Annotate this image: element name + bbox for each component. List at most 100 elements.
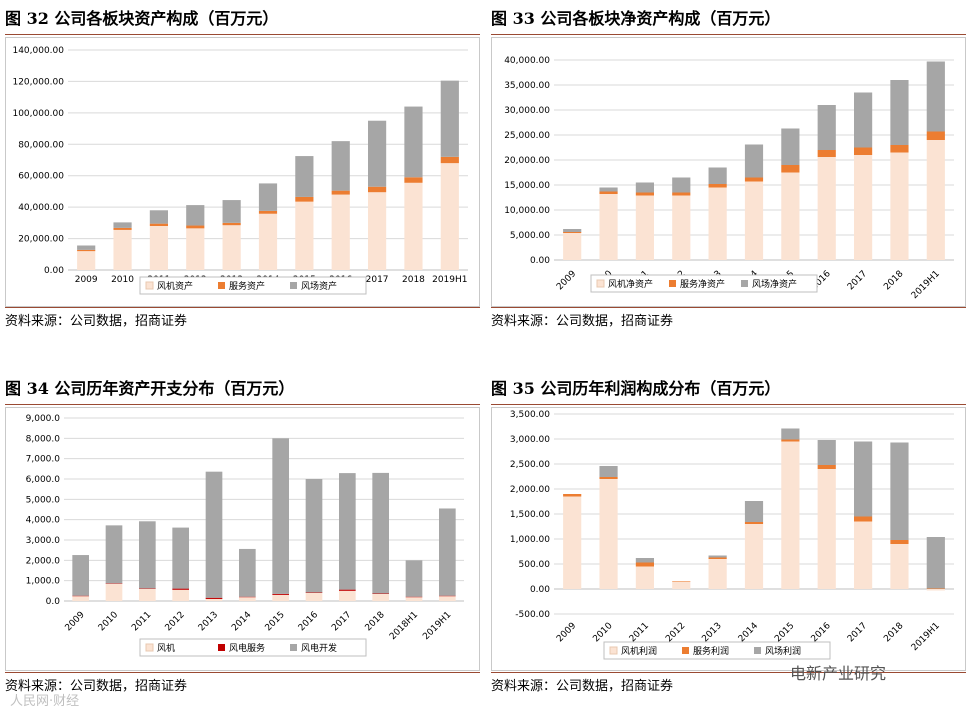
bar-segment xyxy=(708,167,727,184)
y-tick-label: 500.00 xyxy=(519,560,551,570)
bar-segment xyxy=(105,583,123,601)
chart-svg: 0.00 5,000.00 10,000.00 15,000.00 20,000.00 2… xyxy=(504,56,954,301)
bar-segment xyxy=(744,177,764,182)
bar-segment xyxy=(222,200,241,223)
bar-segment xyxy=(854,147,873,155)
chart-panel-34: 图 34 公司历年资产开支分布（百万元） 0.0 1,000.0 2,000.0 3,… xyxy=(5,376,480,706)
x-tick-label: 2015 xyxy=(264,610,287,633)
y-tick-label: 5,000.0 xyxy=(26,495,61,505)
x-tick-label: 2017 xyxy=(330,610,353,633)
y-tick-label: 3,500.00 xyxy=(510,410,550,420)
chart-svg: 0.00 20,000.00 40,000.00 60,000.00 80,000.00… xyxy=(12,46,468,295)
bar-segment xyxy=(781,441,800,589)
legend-swatch xyxy=(596,279,605,288)
bar-segment xyxy=(926,537,945,589)
bar-segment xyxy=(672,192,691,196)
x-tick-label: 2013 xyxy=(700,621,723,644)
source-note: 资料来源：公司数据，招商证券 xyxy=(491,679,674,694)
bar-segment xyxy=(563,494,582,497)
legend: 风机净资产 服务净资产 风场净资产 xyxy=(590,274,818,293)
y-tick-label: 40,000.00 xyxy=(504,56,550,66)
chart-panel-33: 图 33 公司各板块净资产构成（百万元） 0.00 5,000.00 10,000.… xyxy=(491,6,966,332)
bar-segment xyxy=(781,428,800,440)
x-tick-label: 2018H1 xyxy=(388,610,420,642)
bar-segment xyxy=(599,191,618,194)
bar-segment xyxy=(854,155,873,260)
legend-box xyxy=(603,641,831,660)
y-tick-label: 3,000.00 xyxy=(510,435,550,445)
y-tick-label: 120,000.00 xyxy=(12,77,64,87)
x-tick-label: 2017 xyxy=(846,269,869,292)
y-tick-label: 30,000.00 xyxy=(504,106,550,116)
y-tick-label: 140,000.00 xyxy=(12,46,64,56)
bar-segment xyxy=(672,195,691,260)
y-tick-label: 0.00 xyxy=(44,266,64,276)
y-tick-label: 5,000.00 xyxy=(510,231,550,241)
chart-panel-32: 图 32 公司各板块资产构成（百万元） 0.00 20,000.00 40,000.… xyxy=(5,6,480,332)
x-tick-label: 2017 xyxy=(846,621,869,644)
y-tick-label: 1,000.00 xyxy=(510,535,550,545)
bar-segment xyxy=(744,501,764,522)
bar-segment xyxy=(77,251,96,270)
bar-segment xyxy=(817,157,836,260)
bar-segment xyxy=(708,187,727,260)
bar-segment xyxy=(439,508,456,596)
bar-segment xyxy=(635,562,654,567)
bar-segment xyxy=(854,92,873,148)
x-tick-label: 2016 xyxy=(810,621,833,644)
legend-label: 风场利润 xyxy=(765,645,801,657)
y-tick-label: 35,000.00 xyxy=(504,81,550,91)
legend-swatch xyxy=(145,643,154,652)
bar-segment xyxy=(635,195,654,260)
legend-swatch xyxy=(218,644,225,651)
x-tick-label: 2010 xyxy=(111,275,134,285)
legend-label: 服务利润 xyxy=(693,645,729,657)
bar-segment xyxy=(926,61,945,132)
y-tick-label: 15,000.00 xyxy=(504,181,550,191)
bar-segment xyxy=(708,557,727,559)
bar-segment xyxy=(817,469,836,589)
legend-swatch xyxy=(682,647,689,654)
bar-segment xyxy=(599,187,618,192)
bar-segment xyxy=(404,177,423,183)
bar-segment xyxy=(440,156,459,164)
bar-segment xyxy=(817,150,836,157)
bar-segment xyxy=(817,465,836,469)
x-tick-label: 2019H1 xyxy=(910,269,942,301)
bar-segment xyxy=(339,590,356,601)
bar-segment xyxy=(744,522,764,524)
legend-swatch xyxy=(669,280,676,287)
bar-segment xyxy=(222,222,241,226)
legend-label: 风机净资产 xyxy=(608,278,653,290)
chart-title: 图 33 公司各板块净资产构成（百万元） xyxy=(491,9,781,28)
source-note: 资料来源：公司数据，招商证券 xyxy=(491,314,674,329)
y-tick-label: 0.00 xyxy=(530,585,550,595)
bar-segment xyxy=(890,152,909,260)
x-tick-label: 2017 xyxy=(366,275,389,285)
legend-box xyxy=(139,638,367,657)
bar-segment xyxy=(295,196,314,202)
x-tick-label: 2014 xyxy=(230,610,253,633)
bar-segment xyxy=(439,595,456,597)
source-rule xyxy=(491,307,966,308)
legend-swatch xyxy=(609,646,618,655)
legend-swatch xyxy=(290,644,297,651)
bar-segment xyxy=(404,106,423,178)
bar-segment xyxy=(599,479,618,589)
legend-label: 风场净资产 xyxy=(752,278,797,290)
legend-swatch xyxy=(290,282,297,289)
y-tick-label: 25,000.00 xyxy=(504,131,550,141)
y-tick-label: 20,000.00 xyxy=(504,156,550,166)
chart-frame: 0.00 20,000.00 40,000.00 60,000.00 80,000.00… xyxy=(5,37,480,307)
bar-segment xyxy=(331,141,350,191)
source-rule xyxy=(5,307,480,308)
bar-segment xyxy=(563,229,582,232)
bar-segment xyxy=(149,223,168,226)
bar-segment xyxy=(744,181,764,260)
y-tick-label: 20,000.00 xyxy=(18,235,64,245)
x-tick-label: 2011 xyxy=(628,621,651,644)
legend-swatch xyxy=(741,280,748,287)
legend: 风机利润 服务利润 风场利润 xyxy=(603,641,831,660)
legend-box xyxy=(590,274,818,293)
x-tick-label: 2010 xyxy=(97,610,120,633)
